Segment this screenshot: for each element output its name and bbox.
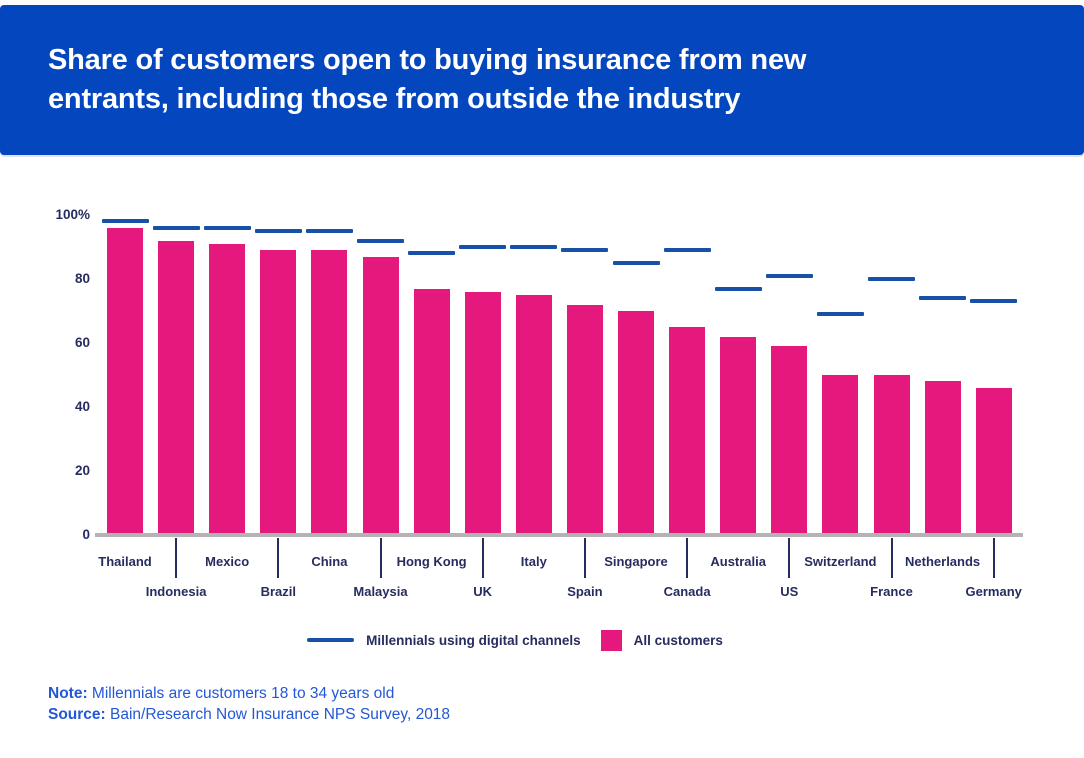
bar-all-customers [413,288,450,537]
millennials-dash [919,296,967,301]
millennials-dash [408,251,456,256]
x-axis-label: Brazil [260,584,296,599]
millennials-dash [459,245,507,249]
millennials-dash [868,277,915,281]
millennials-dash [305,229,353,233]
x-axis-label: France [870,584,913,599]
x-axis-label: Canada [663,584,711,599]
y-axis-label: 80 [74,271,90,286]
bar-all-customers [771,346,808,537]
millennials-dash [612,261,660,265]
y-axis-label: 40 [74,399,90,414]
millennials-dash [101,219,149,224]
bar-all-customers [618,311,654,537]
x-axis-label: Thailand [98,554,152,569]
y-axis-label: 0 [82,527,90,542]
bar-all-customers [209,243,246,537]
header-banner: Share of customers open to buying insura… [0,5,1084,155]
millennials-dash [254,229,302,233]
x-axis-label: Australia [710,554,766,569]
bar-all-customers [515,295,552,537]
millennials-dash [714,286,762,291]
x-axis-tick [481,538,484,578]
y-axis-label: 60 [74,335,90,350]
bar-all-customers [311,250,348,537]
millennials-dash [357,238,404,243]
millennials-dash [663,248,711,253]
x-axis-tick [788,538,791,578]
x-axis-tick [686,538,689,578]
millennials-dash [970,299,1018,304]
bar-all-customers [107,227,143,537]
x-axis-tick [583,538,586,578]
x-axis-label: Malaysia [353,584,408,599]
all-customers-swatch [600,629,622,651]
bar-all-customers [566,304,603,537]
x-axis-label: Indonesia [145,584,207,599]
legend-all-customers-label: All customers [633,632,723,648]
x-axis-tick [277,538,280,578]
millennials-dash [816,312,864,317]
x-axis-label: Mexico [205,554,250,569]
x-axis-label: Netherlands [905,554,981,569]
bar-all-customers [260,250,297,537]
bar-all-customers [362,256,399,537]
x-axis-label: Switzerland [804,554,877,569]
y-axis-label: 100% [55,207,90,222]
millennials-dash-swatch [307,638,355,642]
x-axis-tick [175,538,178,578]
source-text: Bain/Research Now Insurance NPS Survey, … [105,706,451,723]
note-text: Millennials are customers 18 to 34 years… [87,685,395,702]
x-axis-tick [379,538,382,578]
bar-all-customers [975,387,1012,537]
y-axis-label: 20 [74,463,90,478]
millennials-dash [561,248,609,253]
millennials-dash [203,225,251,230]
bar-all-customers [669,327,706,537]
millennials-dash [765,273,813,278]
x-axis-tick [992,538,995,578]
bar-all-customers [924,381,961,537]
x-axis-label: Hong Kong [396,554,467,569]
bar-all-customers [158,240,195,537]
millennials-dash [510,245,558,249]
bar-all-customers [720,336,757,537]
x-axis-label: Singapore [604,554,668,569]
x-axis-label: Italy [520,554,547,569]
source-label: Source: [48,706,106,723]
chart-title: Share of customers open to buying insura… [48,44,807,115]
source-line: Source: Bain/Research Now Insurance NPS … [48,704,450,725]
x-axis-line [95,533,1023,537]
x-axis-label: US [780,584,799,599]
bar-all-customers [822,375,859,537]
x-axis-label: Germany [965,584,1022,599]
legend-millennials-label: Millennials using digital channels [366,632,581,648]
x-axis-label: China [311,554,348,569]
x-axis-tick [890,538,893,578]
x-axis-label: UK [473,584,493,599]
millennials-dash [152,225,200,230]
note-label: Note: [48,685,88,702]
note-line: Note: Millennials are customers 18 to 34… [48,683,450,704]
footnote: Note: Millennials are customers 18 to 34… [48,683,450,725]
x-axis-label: Spain [567,584,603,599]
legend: Millennials using digital channels All c… [0,629,1057,651]
bar-all-customers [464,291,501,537]
bar-all-customers [873,375,910,537]
